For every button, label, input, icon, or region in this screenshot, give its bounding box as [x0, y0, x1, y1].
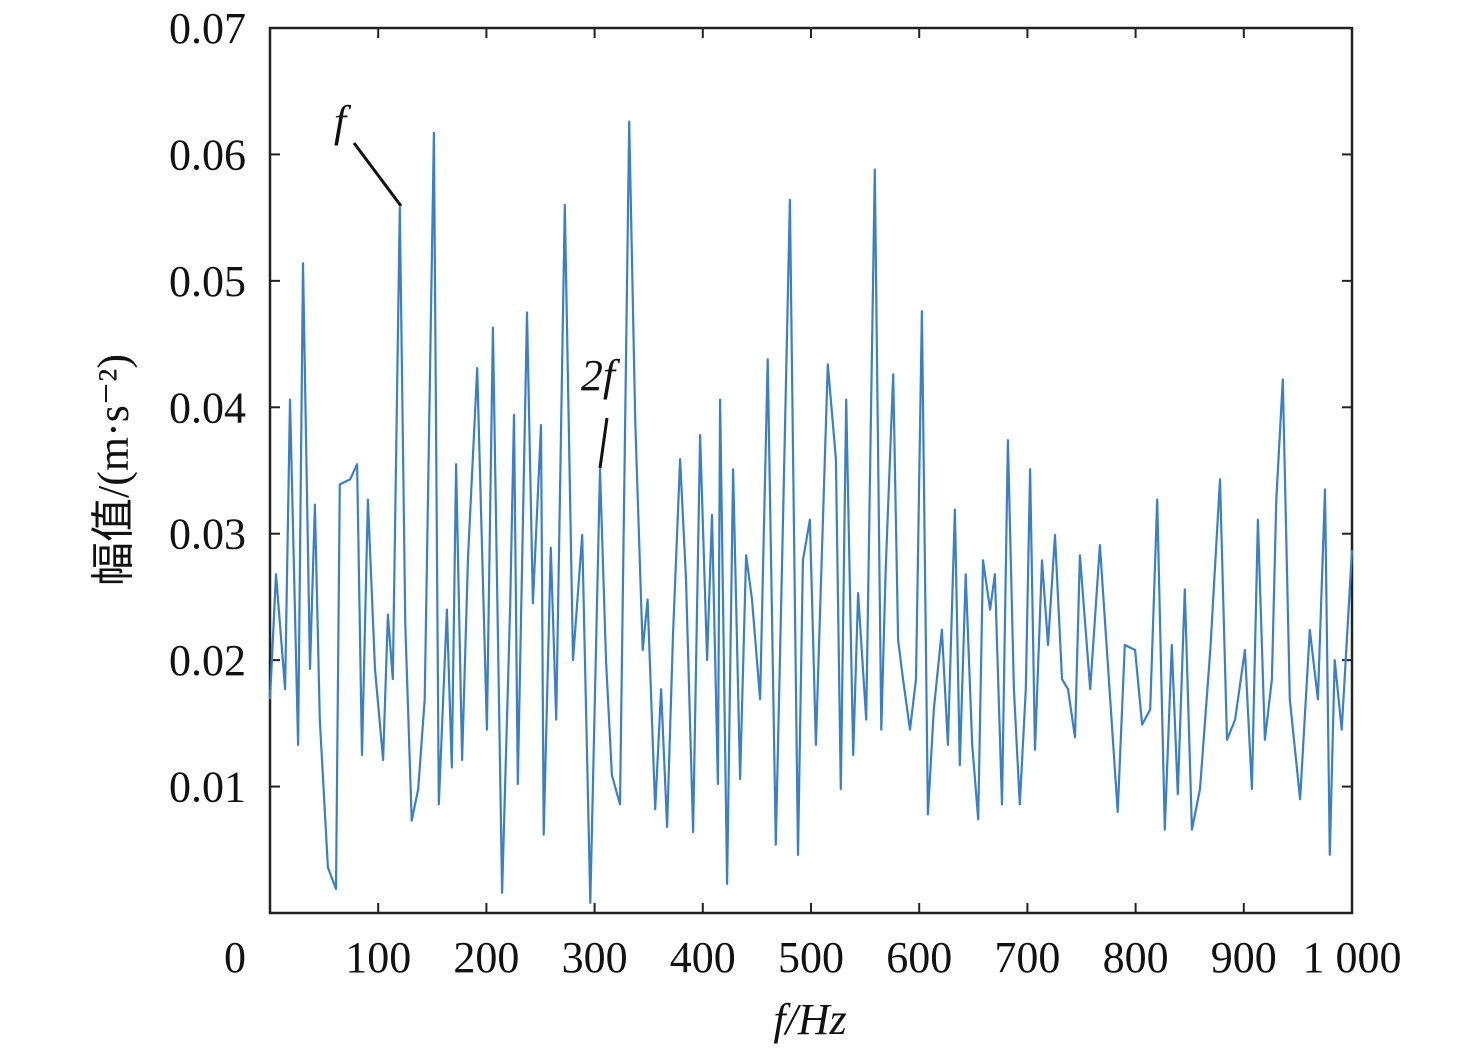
x-tick-label: 300 — [562, 933, 628, 982]
x-tick-label: 100 — [345, 933, 411, 982]
y-axis-label: 幅值/(m·s⁻²) — [89, 354, 138, 586]
x-tick-label: 600 — [886, 933, 952, 982]
x-tick-label: 500 — [778, 933, 844, 982]
x-axis-label: f/Hz — [773, 995, 846, 1044]
x-tick-label: 0 — [224, 933, 246, 982]
annotation-leader — [352, 142, 403, 207]
x-tick-label: 400 — [670, 933, 736, 982]
x-tick-label: 200 — [453, 933, 519, 982]
y-tick-label: 0.05 — [169, 257, 246, 306]
y-tick-label: 0.04 — [169, 383, 246, 432]
y-tick-label: 0.06 — [169, 130, 246, 179]
y-tick-label: 0.02 — [169, 636, 246, 685]
y-tick-label: 0.07 — [169, 4, 246, 53]
data-line — [268, 120, 1354, 904]
x-tick-label: 900 — [1211, 933, 1277, 982]
y-tick-label: 0.03 — [169, 510, 246, 559]
x-tick-label: 800 — [1103, 933, 1169, 982]
annotation: f — [334, 97, 352, 146]
x-tick-label: 700 — [994, 933, 1060, 982]
y-tick-label: 0.01 — [169, 763, 246, 812]
annotation-leader — [598, 417, 609, 469]
annotation: 2f — [581, 351, 621, 400]
x-tick-label: 1 000 — [1303, 933, 1402, 982]
